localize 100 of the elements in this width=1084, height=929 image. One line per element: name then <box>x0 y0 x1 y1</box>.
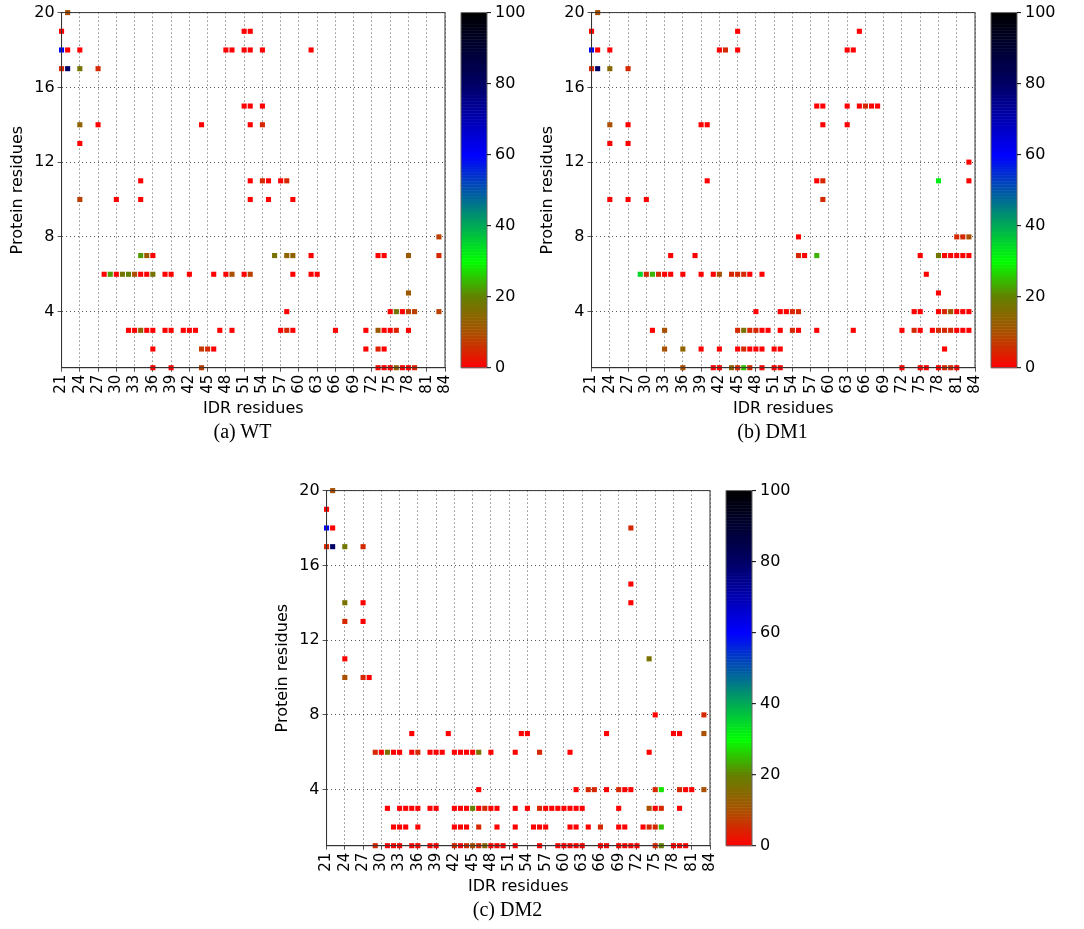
x-tick-label: 54 <box>252 374 271 394</box>
y-tick-label: 12 <box>34 151 55 171</box>
x-tick-label: 21 <box>51 374 70 394</box>
color-bar-label: 40 <box>1025 214 1046 234</box>
x-tick-label: 81 <box>416 374 435 394</box>
y-tick-label: 4 <box>574 300 585 320</box>
color-bar-label: 100 <box>495 1 526 21</box>
y-tick-label: 4 <box>309 778 320 798</box>
x-tick-label: 39 <box>161 374 179 394</box>
color-bar-label: 80 <box>760 550 781 570</box>
x-tick-label: 36 <box>407 852 426 872</box>
text: (a) WT <box>212 420 273 443</box>
x-tick-label: 78 <box>398 374 417 394</box>
color-bar-label: 40 <box>760 692 781 712</box>
x-tick-label: 60 <box>288 374 307 394</box>
color-bar-label: 40 <box>495 214 516 234</box>
x-tick-label: 27 <box>87 374 106 394</box>
x-tick-label: 24 <box>599 374 618 394</box>
x-tick-label: 51 <box>234 374 253 394</box>
x-tick-label: 51 <box>499 852 518 872</box>
color-bar-label: 20 <box>760 763 781 783</box>
x-tick-label: 66 <box>855 374 874 394</box>
x-tick-label: 30 <box>106 374 125 394</box>
x-tick-label: 84 <box>699 852 718 872</box>
y-tick-label: 12 <box>299 629 320 649</box>
x-tick-label: 39 <box>426 852 444 872</box>
x-tick-label: 81 <box>946 374 965 394</box>
y-tick-label: 16 <box>299 554 320 574</box>
x-tick-label: 33 <box>389 852 408 872</box>
x-tick-label: 48 <box>480 852 499 872</box>
y-tick-label: 16 <box>564 76 585 96</box>
y-tick-label: 20 <box>34 1 55 21</box>
text: (c) DM2 <box>471 898 544 921</box>
x-tick-label: 39 <box>691 374 709 394</box>
x-axis-title: IDR residues <box>732 397 834 417</box>
x-tick-label: 48 <box>745 374 764 394</box>
x-tick-label: 78 <box>663 852 682 872</box>
x-tick-label: 60 <box>818 374 837 394</box>
x-tick-label: 60 <box>553 852 572 872</box>
x-tick-label: 42 <box>444 852 463 872</box>
x-axis-title: IDR residues <box>467 875 569 895</box>
x-tick-label: 75 <box>910 374 929 394</box>
x-tick-label: 24 <box>334 852 353 872</box>
y-tick-label: 12 <box>564 151 585 171</box>
y-axis-title: Protein residues <box>536 125 556 255</box>
x-tick-label: 69 <box>608 852 627 872</box>
x-tick-label: 69 <box>873 374 892 394</box>
x-tick-label: 72 <box>626 852 645 872</box>
x-tick-label: 36 <box>672 374 691 394</box>
x-tick-label: 66 <box>325 374 344 394</box>
x-tick-label: 45 <box>727 374 746 394</box>
x-tick-label: 24 <box>69 374 88 394</box>
x-tick-label: 36 <box>142 374 161 394</box>
x-tick-label: 75 <box>380 374 399 394</box>
y-tick-label: 16 <box>34 76 55 96</box>
x-tick-label: 27 <box>617 374 636 394</box>
x-tick-label: 42 <box>709 374 728 394</box>
x-tick-label: 72 <box>891 374 910 394</box>
x-tick-label: 51 <box>764 374 783 394</box>
x-tick-label: 72 <box>361 374 380 394</box>
x-tick-label: 57 <box>270 374 289 394</box>
x-tick-label: 30 <box>371 852 390 872</box>
x-tick-label: 63 <box>837 374 856 394</box>
x-tick-label: 84 <box>434 374 453 394</box>
y-tick-label: 20 <box>564 1 585 21</box>
color-bar-label: 60 <box>760 621 781 641</box>
y-tick-label: 8 <box>574 226 585 246</box>
x-tick-label: 84 <box>964 374 983 394</box>
x-tick-label: 33 <box>124 374 143 394</box>
color-bar-label: 0 <box>495 356 506 376</box>
x-tick-label: 57 <box>535 852 554 872</box>
y-tick-label: 8 <box>44 226 55 246</box>
x-tick-label: 66 <box>590 852 609 872</box>
x-tick-label: 45 <box>197 374 216 394</box>
y-tick-label: 20 <box>299 479 320 499</box>
y-axis-title: Protein residues <box>6 125 26 255</box>
color-bar-label: 60 <box>495 143 516 163</box>
y-tick-label: 4 <box>44 300 55 320</box>
color-bar-label: 60 <box>1025 143 1046 163</box>
color-bar-label: 20 <box>1025 285 1046 305</box>
x-tick-label: 45 <box>462 852 481 872</box>
x-tick-label: 42 <box>179 374 198 394</box>
color-bar-label: 0 <box>1025 356 1036 376</box>
color-bar-label: 100 <box>760 479 791 499</box>
x-tick-label: 81 <box>681 852 700 872</box>
y-axis-title: Protein residues <box>271 603 291 733</box>
color-bar-label: 80 <box>495 72 516 92</box>
x-tick-label: 63 <box>307 374 326 394</box>
x-tick-label: 75 <box>645 852 664 872</box>
color-bar-label: 100 <box>1025 1 1056 21</box>
x-tick-label: 48 <box>215 374 234 394</box>
x-tick-label: 21 <box>316 852 335 872</box>
x-tick-label: 21 <box>581 374 600 394</box>
x-tick-label: 78 <box>928 374 947 394</box>
x-tick-label: 54 <box>517 852 536 872</box>
x-tick-label: 30 <box>636 374 655 394</box>
color-bar-label: 0 <box>760 834 771 854</box>
y-tick-label: 8 <box>309 704 320 724</box>
x-tick-label: 27 <box>352 852 371 872</box>
x-axis-title: IDR residues <box>202 397 304 417</box>
